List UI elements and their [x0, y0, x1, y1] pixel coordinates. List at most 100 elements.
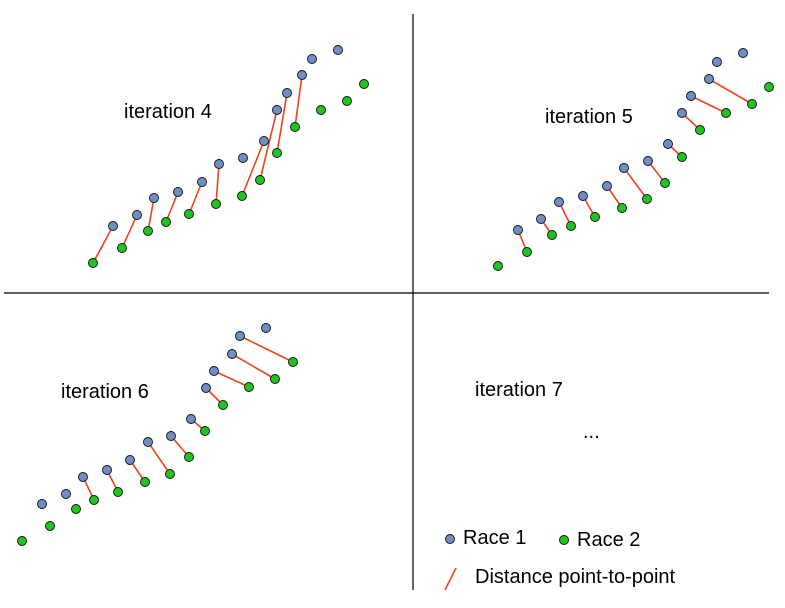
- race2-point: [45, 521, 55, 531]
- race1-point: [149, 193, 159, 203]
- race2-point: [695, 125, 705, 135]
- race2-point: [89, 495, 99, 505]
- race2-point: [272, 148, 282, 158]
- race1-point: [108, 221, 118, 231]
- distance-link: [147, 441, 171, 475]
- distance-link: [147, 197, 155, 232]
- panel-label-iteration-5: iteration 5: [545, 106, 633, 128]
- race1-point: [712, 57, 722, 67]
- race1-point: [643, 156, 653, 166]
- race1-point: [272, 105, 282, 115]
- race1-point: [578, 191, 588, 201]
- race1-point: [186, 414, 196, 424]
- race2-point: [218, 400, 228, 410]
- race2-point: [290, 122, 300, 132]
- race2-point: [747, 99, 757, 109]
- distance-link: [294, 74, 303, 128]
- race1-point: [197, 177, 207, 187]
- distance-link: [276, 92, 288, 154]
- race1-point: [619, 163, 629, 173]
- race2-point: [359, 79, 369, 89]
- panel-label-iteration-6: iteration 6: [61, 381, 149, 403]
- race1-point: [738, 48, 748, 58]
- distance-link: [690, 95, 727, 114]
- race2-point: [140, 477, 150, 487]
- panel-label-iteration-4: iteration 4: [124, 101, 212, 123]
- race1-point: [143, 437, 153, 447]
- race1-point: [166, 431, 176, 441]
- race1-point: [238, 153, 248, 163]
- race2-point: [161, 217, 171, 227]
- distance-link: [92, 225, 114, 264]
- race1-point: [227, 349, 237, 359]
- race1-point: [297, 70, 307, 80]
- race1-point: [261, 323, 271, 333]
- race1-point: [536, 214, 546, 224]
- race2-point: [642, 194, 652, 204]
- race2-point: [566, 221, 576, 231]
- race1-point: [554, 197, 564, 207]
- race1-point: [259, 136, 269, 146]
- ellipsis-text: ...: [583, 421, 600, 443]
- race1-point: [201, 383, 211, 393]
- race2-point: [617, 203, 627, 213]
- race2-point: [244, 382, 254, 392]
- race1-point: [214, 159, 224, 169]
- links-layer: [82, 74, 753, 501]
- distance-link: [165, 191, 179, 223]
- distance-link: [213, 370, 250, 388]
- race2-point: [88, 258, 98, 268]
- distance-link: [241, 140, 265, 197]
- race1-point: [102, 465, 112, 475]
- distance-link: [188, 181, 203, 215]
- race1-point: [132, 210, 142, 220]
- race1-point: [333, 45, 343, 55]
- panel-label-iteration-7: iteration 7: [475, 379, 563, 401]
- legend-race2-label: Race 2: [577, 529, 641, 551]
- distance-link: [259, 109, 278, 181]
- distance-link: [121, 214, 138, 249]
- race1-point: [307, 54, 317, 64]
- legend-distance-label: Distance point-to-point: [475, 566, 676, 588]
- race1-point: [61, 489, 71, 499]
- race2-point: [255, 175, 265, 185]
- race2-point: [270, 374, 280, 384]
- race2-point: [677, 152, 687, 162]
- distance-link: [623, 167, 648, 200]
- race2-point: [660, 178, 670, 188]
- race2-point: [764, 82, 774, 92]
- race2-point: [165, 469, 175, 479]
- distance-link: [239, 335, 294, 363]
- distance-link: [231, 353, 276, 380]
- race1-point: [235, 331, 245, 341]
- distance-link: [215, 163, 220, 205]
- race2-point: [590, 212, 600, 222]
- legend-race2-marker: [559, 535, 569, 545]
- distance-link: [708, 78, 753, 105]
- race1-point: [513, 225, 523, 235]
- race2-point: [184, 452, 194, 462]
- legend-race1-marker: [445, 534, 455, 544]
- race2-point: [288, 357, 298, 367]
- race1-point: [209, 366, 219, 376]
- race1-point: [282, 88, 292, 98]
- race2-point: [117, 243, 127, 253]
- race1-point: [78, 472, 88, 482]
- race1-point: [677, 108, 687, 118]
- race2-point: [71, 504, 81, 514]
- legend: [444, 534, 569, 591]
- points-layer: [17, 45, 774, 546]
- race2-point: [17, 536, 27, 546]
- race1-point: [173, 187, 183, 197]
- race1-point: [37, 499, 47, 509]
- race1-point: [704, 74, 714, 84]
- race2-point: [493, 261, 503, 271]
- race2-point: [522, 247, 532, 257]
- race2-point: [547, 230, 557, 240]
- legend-race1-label: Race 1: [463, 527, 527, 549]
- race1-point: [663, 139, 673, 149]
- race2-point: [237, 191, 247, 201]
- race2-point: [721, 108, 731, 118]
- race2-point: [200, 426, 210, 436]
